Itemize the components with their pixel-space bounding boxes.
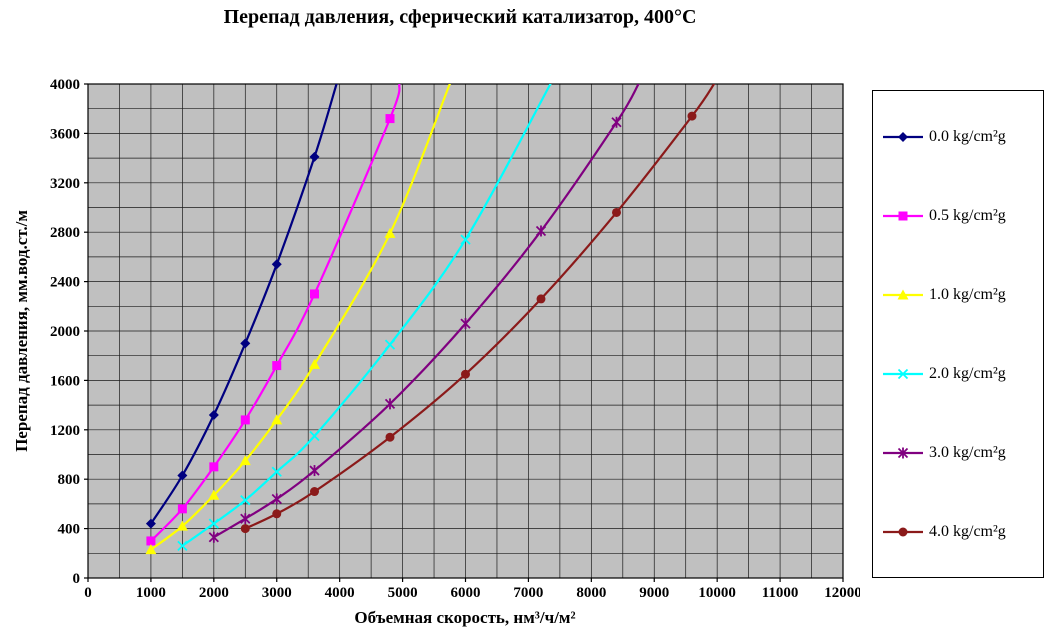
gridlines <box>87 83 844 579</box>
y-axis-tick-label: 2800 <box>50 225 80 241</box>
x-axis-tick-label: 5000 <box>388 585 418 601</box>
series-markers-4 <box>208 116 622 543</box>
series-line-5 <box>244 84 716 530</box>
legend-marker-icon <box>883 211 923 220</box>
series-line-4 <box>212 84 640 539</box>
x-axis-tick-label: 4000 <box>325 585 355 601</box>
y-axis-tick-label: 3200 <box>50 176 80 192</box>
legend-marker-icon <box>883 289 923 299</box>
y-axis-tick-label: 0 <box>73 571 81 587</box>
x-axis-tick-label: 6000 <box>451 585 481 601</box>
legend-label: 1.0 kg/cm²g <box>929 285 1006 303</box>
legend-item: 0.5 kg/cm²g <box>881 207 1043 225</box>
x-axis-tick-label: 8000 <box>576 585 606 601</box>
y-axis-tick-label: 1200 <box>50 423 80 439</box>
legend-marker-icon <box>883 527 923 536</box>
series-markers-2 <box>145 227 396 555</box>
legend-item: 4.0 kg/cm²g <box>881 523 1043 541</box>
legend-marker-icon <box>883 368 923 379</box>
legend-item: 0.0 kg/cm²g <box>881 128 1043 146</box>
chart-title: Перепад давления, сферический катализато… <box>223 6 697 28</box>
y-axis-tick-label: 3600 <box>50 126 80 142</box>
legend-label: 4.0 kg/cm²g <box>929 522 1006 540</box>
series-markers-3 <box>177 234 471 552</box>
legend-marker-icon <box>883 447 923 458</box>
x-axis-tick-label: 3000 <box>262 585 292 601</box>
y-axis-tick-label: 2400 <box>50 275 80 291</box>
x-axis-tick-label: 12000 <box>824 585 860 601</box>
y-axis-tick-label: 2000 <box>50 324 80 340</box>
y-axis-tick-label: 4000 <box>50 77 80 93</box>
x-axis-tick-label: 0 <box>84 585 92 601</box>
y-axis-tick-label: 1600 <box>50 373 80 389</box>
legend-label: 2.0 kg/cm²g <box>929 364 1006 382</box>
legend-label: 3.0 kg/cm²g <box>929 443 1006 461</box>
series-lines <box>145 84 716 555</box>
axis-ticks <box>84 83 844 582</box>
legend: 0.0 kg/cm²g 0.5 kg/cm²g 1.0 kg/cm²g 2.0 kg/… <box>872 90 1044 578</box>
series-markers-5 <box>240 111 697 534</box>
x-axis-tick-label: 1000 <box>136 585 166 601</box>
series-markers-0 <box>145 151 320 529</box>
legend-item: 2.0 kg/cm²g <box>881 365 1043 383</box>
y-axis-tick-label: 400 <box>58 522 81 538</box>
x-axis-tick-label: 2000 <box>199 585 229 601</box>
y-axis-tick-label: 800 <box>58 472 81 488</box>
x-axis-tick-label: 9000 <box>639 585 669 601</box>
x-axis-tick-label: 11000 <box>762 585 799 601</box>
legend-marker-icon <box>883 131 923 142</box>
plot-area: 0 1000 2000 3000 4000 5000 6000 7000 8000 9000 100… <box>50 77 860 601</box>
legend-label: 0.5 kg/cm²g <box>929 206 1006 224</box>
x-axis-tick-label: 10000 <box>698 585 736 601</box>
legend-item: 3.0 kg/cm²g <box>881 444 1043 462</box>
x-axis-title: Объемная скорость, нм³/ч/м² <box>354 608 576 627</box>
legend-label: 0.0 kg/cm²g <box>929 127 1006 145</box>
legend-item: 1.0 kg/cm²g <box>881 286 1043 304</box>
x-axis-tick-label: 7000 <box>513 585 543 601</box>
series-markers-1 <box>146 114 395 546</box>
